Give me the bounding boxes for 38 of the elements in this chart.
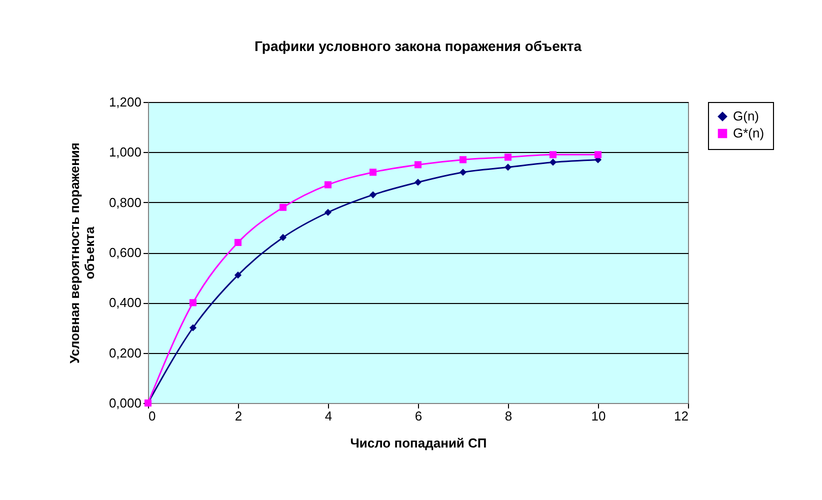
x-tick-label: 6 xyxy=(414,408,422,424)
x-tick-label: 12 xyxy=(674,408,688,424)
x-tick-label: 0 xyxy=(148,408,156,424)
point xyxy=(594,151,602,158)
point xyxy=(414,161,422,168)
point xyxy=(504,154,512,161)
point xyxy=(279,234,287,241)
point xyxy=(459,168,467,176)
point xyxy=(504,164,512,171)
x-tick-label: 2 xyxy=(234,408,242,424)
point xyxy=(324,208,332,216)
y-tick-label: 1,200 xyxy=(108,94,142,110)
y-tick-label: 0,800 xyxy=(108,194,142,210)
y-tick-label: 0,600 xyxy=(108,245,142,260)
point xyxy=(189,299,197,306)
point xyxy=(369,191,377,198)
y-axis-title: Условная вероятность поражения объекта xyxy=(66,142,97,364)
point xyxy=(189,324,197,332)
x-tick-label: 4 xyxy=(324,408,332,424)
x-tick-label: 8 xyxy=(504,408,512,424)
x-tick-label: 10 xyxy=(591,408,606,424)
point xyxy=(279,204,287,211)
point xyxy=(549,158,557,166)
y-tick-label: 0,000 xyxy=(108,396,142,410)
chart-title: Графики условного закона поражения объекта xyxy=(254,38,582,54)
point xyxy=(549,151,557,158)
y-tick-label: 0,200 xyxy=(108,345,142,360)
point xyxy=(369,168,377,176)
point xyxy=(234,272,242,279)
y-tick-label: 1,000 xyxy=(108,144,142,160)
point xyxy=(414,178,422,186)
point xyxy=(234,238,242,246)
point xyxy=(459,156,467,164)
legend-label: G*(n) xyxy=(733,126,764,140)
legend-label: G(n) xyxy=(733,108,759,124)
y-tick-label: 0,400 xyxy=(108,295,142,310)
point xyxy=(324,181,332,188)
x-axis-title: Число попаданий СП xyxy=(350,436,487,450)
